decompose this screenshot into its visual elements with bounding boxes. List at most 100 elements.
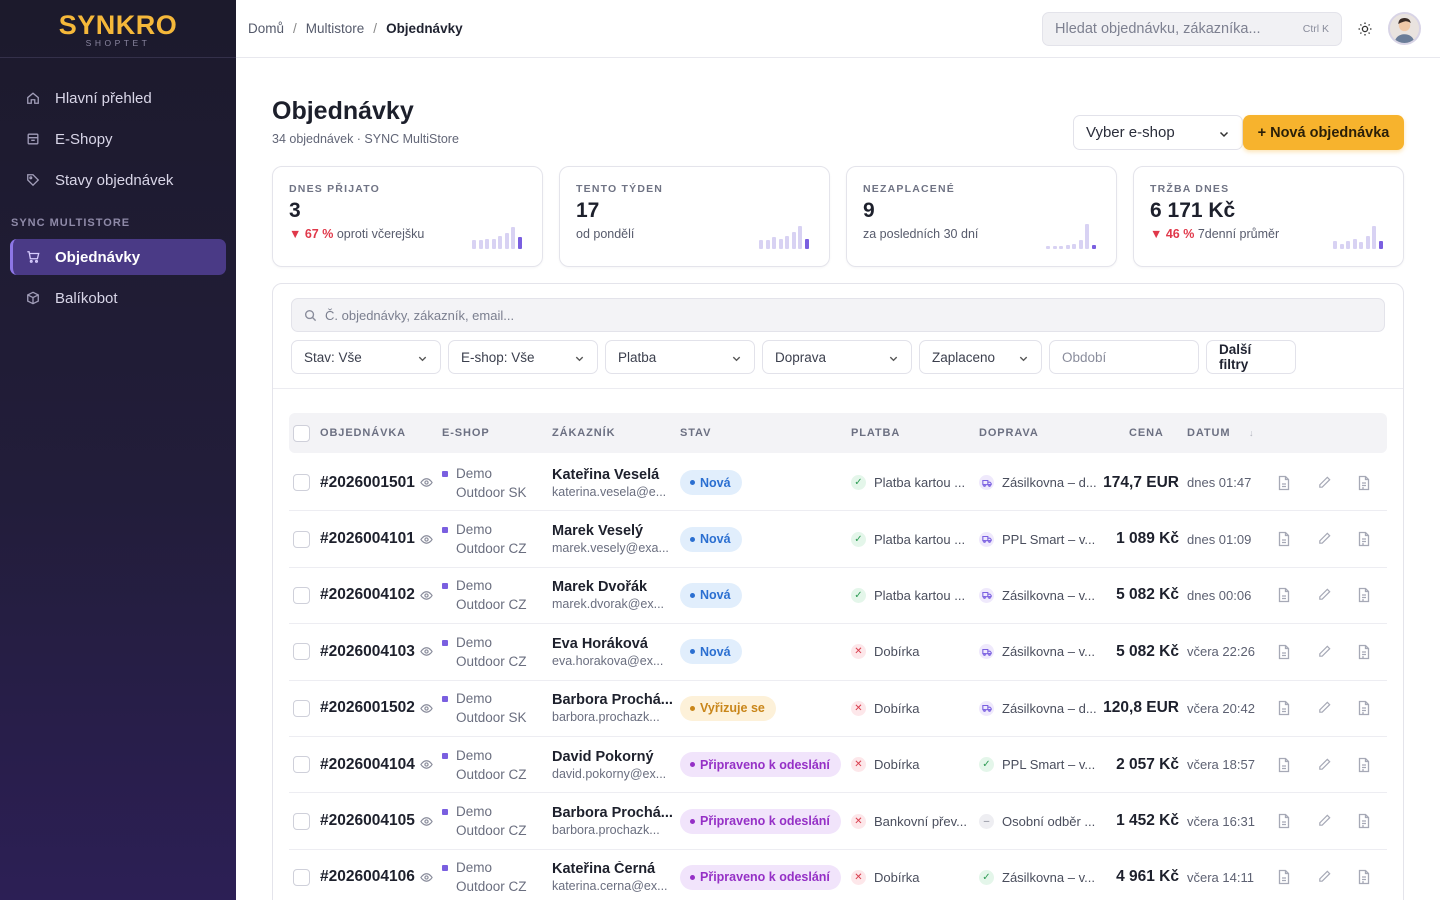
- order-number[interactable]: #2026004102: [320, 586, 433, 604]
- avatar[interactable]: [1388, 12, 1421, 45]
- edit-icon[interactable]: [1317, 587, 1331, 603]
- customer-cell[interactable]: Barbora Prochá... barbora.prochazk...: [552, 692, 674, 724]
- sun-icon[interactable]: [1357, 21, 1373, 37]
- invoice-icon[interactable]: [1357, 869, 1371, 885]
- row-checkbox[interactable]: [293, 586, 310, 604]
- order-search-input[interactable]: Č. objednávky, zákazník, email...: [291, 298, 1385, 332]
- customer-cell[interactable]: Kateřina Černá katerina.cerna@ex...: [552, 861, 674, 893]
- filter-status-select[interactable]: Stav: Vše: [291, 340, 441, 374]
- sidebar-item-balikobot[interactable]: Balíkobot: [10, 280, 226, 316]
- order-number[interactable]: #2026004105: [320, 812, 433, 830]
- edit-icon[interactable]: [1317, 531, 1331, 547]
- document-icon[interactable]: [1277, 757, 1291, 773]
- invoice-icon[interactable]: [1357, 475, 1371, 491]
- column-header-status[interactable]: STAV: [680, 427, 712, 439]
- edit-icon[interactable]: [1317, 757, 1331, 773]
- edit-icon[interactable]: [1317, 475, 1331, 491]
- column-header-order[interactable]: OBJEDNÁVKA: [320, 427, 407, 439]
- column-header-date[interactable]: DATUM: [1187, 427, 1231, 439]
- filter-eshop-select[interactable]: E-shop: Vše: [448, 340, 598, 374]
- eye-icon[interactable]: [420, 702, 433, 715]
- order-number[interactable]: #2026004106: [320, 868, 433, 886]
- customer-cell[interactable]: Barbora Prochá... barbora.prochazk...: [552, 805, 674, 837]
- table-row[interactable]: #2026001501 Demo Outdoor SK Kateřina Vese…: [289, 455, 1387, 512]
- new-order-button[interactable]: + Nová objednávka: [1243, 115, 1404, 150]
- column-header-customer[interactable]: ZÁKAZNÍK: [552, 427, 616, 439]
- status-badge[interactable]: Nová: [680, 639, 742, 665]
- status-badge[interactable]: Nová: [680, 526, 742, 552]
- eye-icon[interactable]: [420, 758, 433, 771]
- document-icon[interactable]: [1277, 475, 1291, 491]
- eye-icon[interactable]: [420, 871, 433, 884]
- column-header-shipping[interactable]: DOPRAVA: [979, 427, 1039, 439]
- row-checkbox[interactable]: [293, 756, 310, 774]
- order-number[interactable]: #2026001501: [320, 474, 433, 492]
- table-row[interactable]: #2026004106 Demo Outdoor CZ Kateřina Čern…: [289, 850, 1387, 900]
- customer-cell[interactable]: Eva Horáková eva.horakova@ex...: [552, 636, 674, 668]
- eye-icon[interactable]: [420, 476, 433, 489]
- breadcrumb-home[interactable]: Domů: [248, 21, 285, 36]
- document-icon[interactable]: [1277, 644, 1291, 660]
- table-row[interactable]: #2026004102 Demo Outdoor CZ Marek Dvořák …: [289, 568, 1387, 625]
- edit-icon[interactable]: [1317, 869, 1331, 885]
- table-row[interactable]: #2026004101 Demo Outdoor CZ Marek Veselý …: [289, 511, 1387, 568]
- row-checkbox[interactable]: [293, 643, 310, 661]
- more-filters-button[interactable]: Další filtry: [1206, 340, 1296, 374]
- sidebar-item-overview[interactable]: Hlavní přehled: [10, 80, 226, 116]
- status-badge[interactable]: Vyřizuje se: [680, 695, 776, 721]
- filter-period-input[interactable]: Období: [1049, 340, 1199, 374]
- row-checkbox[interactable]: [293, 530, 310, 548]
- order-number[interactable]: #2026004104: [320, 756, 433, 774]
- edit-icon[interactable]: [1317, 813, 1331, 829]
- invoice-icon[interactable]: [1357, 757, 1371, 773]
- status-badge[interactable]: Připraveno k odeslání: [680, 808, 841, 834]
- customer-cell[interactable]: Kateřina Veselá katerina.vesela@e...: [552, 467, 674, 499]
- brand-logo[interactable]: SYNKRO SHOPTET: [0, 0, 236, 58]
- filter-shipping-select[interactable]: Doprava: [762, 340, 912, 374]
- breadcrumb-multistore[interactable]: Multistore: [305, 21, 365, 36]
- eye-icon[interactable]: [420, 645, 433, 658]
- column-header-price[interactable]: CENA: [1129, 427, 1164, 439]
- eye-icon[interactable]: [420, 533, 433, 546]
- document-icon[interactable]: [1277, 869, 1291, 885]
- order-number[interactable]: #2026004101: [320, 530, 433, 548]
- column-header-eshop[interactable]: E-SHOP: [442, 427, 490, 439]
- sidebar-item-order-states[interactable]: Stavy objednávek: [10, 162, 226, 198]
- eshop-select[interactable]: Vyber e-shop: [1073, 115, 1243, 150]
- table-row[interactable]: #2026001502 Demo Outdoor SK Barbora Proch…: [289, 681, 1387, 737]
- customer-cell[interactable]: David Pokorný david.pokorny@ex...: [552, 749, 674, 781]
- invoice-icon[interactable]: [1357, 531, 1371, 547]
- document-icon[interactable]: [1277, 587, 1291, 603]
- column-header-payment[interactable]: PLATBA: [851, 427, 901, 439]
- row-checkbox[interactable]: [293, 474, 310, 492]
- status-badge[interactable]: Připraveno k odeslání: [680, 752, 841, 778]
- document-icon[interactable]: [1277, 813, 1291, 829]
- customer-cell[interactable]: Marek Dvořák marek.dvorak@ex...: [552, 579, 674, 611]
- invoice-icon[interactable]: [1357, 587, 1371, 603]
- row-checkbox[interactable]: [293, 812, 310, 830]
- filter-paid-select[interactable]: Zaplaceno: [919, 340, 1042, 374]
- order-number[interactable]: #2026001502: [320, 699, 433, 717]
- invoice-icon[interactable]: [1357, 813, 1371, 829]
- filter-payment-select[interactable]: Platba: [605, 340, 755, 374]
- invoice-icon[interactable]: [1357, 700, 1371, 716]
- order-number[interactable]: #2026004103: [320, 643, 433, 661]
- invoice-icon[interactable]: [1357, 644, 1371, 660]
- table-row[interactable]: #2026004104 Demo Outdoor CZ David Pokorný…: [289, 737, 1387, 794]
- sidebar-item-eshops[interactable]: E-Shopy: [10, 121, 226, 157]
- table-row[interactable]: #2026004103 Demo Outdoor CZ Eva Horáková …: [289, 624, 1387, 681]
- customer-cell[interactable]: Marek Veselý marek.vesely@exa...: [552, 523, 674, 555]
- eye-icon[interactable]: [420, 815, 433, 828]
- status-badge[interactable]: Nová: [680, 582, 742, 608]
- status-badge[interactable]: Nová: [680, 470, 742, 496]
- select-all-checkbox[interactable]: [293, 424, 310, 442]
- document-icon[interactable]: [1277, 531, 1291, 547]
- edit-icon[interactable]: [1317, 644, 1331, 660]
- eye-icon[interactable]: [420, 589, 433, 602]
- global-search-input[interactable]: Hledat objednávku, zákazníka... Ctrl K: [1042, 12, 1342, 46]
- status-badge[interactable]: Připraveno k odeslání: [680, 864, 841, 890]
- sort-icon[interactable]: ↓: [1249, 428, 1255, 438]
- sidebar-item-orders[interactable]: Objednávky: [10, 239, 226, 275]
- row-checkbox[interactable]: [293, 868, 310, 886]
- table-row[interactable]: #2026004105 Demo Outdoor CZ Barbora Proch…: [289, 793, 1387, 850]
